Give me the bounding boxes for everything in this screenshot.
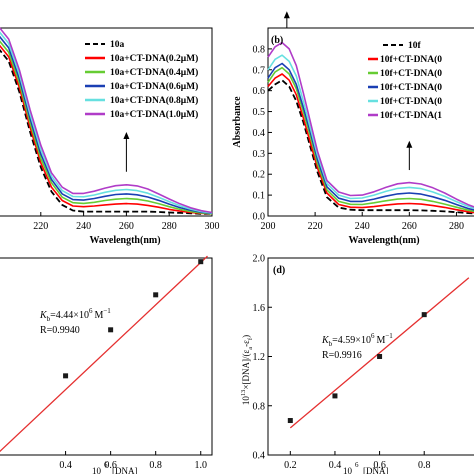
panel-d-frame bbox=[267, 257, 474, 456]
panel-a-series-3 bbox=[0, 35, 213, 215]
legend-a-label-5: 10a+CT-DNA(1.0μM) bbox=[110, 109, 198, 120]
panel-a-frame bbox=[0, 27, 213, 217]
annotation-c: Kb=4.44×106 M−1 R=0.9940 bbox=[39, 307, 111, 336]
panel-b-ytick-label-4: 0.4 bbox=[253, 128, 266, 139]
legend-a-label-3: 10a+CT-DNA(0.6μM) bbox=[110, 81, 198, 92]
annotation-d-r: R=0.9916 bbox=[322, 350, 362, 361]
panel-a-series-2 bbox=[0, 40, 213, 215]
svg-text:10: 10 bbox=[92, 466, 102, 474]
panel-b-series-4 bbox=[267, 54, 474, 210]
panel-d-xtick-label-3: 0.8 bbox=[418, 460, 431, 471]
panel-d-point-3 bbox=[421, 312, 427, 318]
panel-a-xtick-label-2: 260 bbox=[119, 221, 134, 232]
legend-a-label-0: 10a bbox=[110, 40, 125, 50]
panel-a-series-1 bbox=[0, 44, 213, 215]
cut-xlabel-c: 106 [DNA] bbox=[92, 461, 138, 474]
panel-d-ytick-label-1: 0.8 bbox=[253, 401, 266, 412]
annotation-d: Kb=4.59×106 M−1 R=0.9916 bbox=[321, 332, 393, 361]
legend-b-label-1: 10f+CT-DNA(0 bbox=[380, 54, 442, 65]
panel-b-frame bbox=[267, 27, 474, 217]
legend-b: 10f 10f+CT-DNA(0 10f+CT-DNA(0 10f+CT-DNA… bbox=[368, 41, 442, 121]
panel-d-fit-line bbox=[289, 277, 470, 429]
legend-b-label-3: 10f+CT-DNA(0 bbox=[380, 82, 442, 93]
panel-b-xtick-label-1: 220 bbox=[308, 221, 323, 232]
panel-c-point-3 bbox=[198, 259, 204, 265]
legend-b-label-0: 10f bbox=[408, 41, 422, 51]
panel-a-xlabel: Wavelength(nm) bbox=[89, 235, 160, 246]
panel-a-uv-spectra-10a: 220 240 260 280 300 Wavelength(nm) bbox=[0, 27, 220, 246]
legend-b-label-4: 10f+CT-DNA(0 bbox=[380, 96, 442, 107]
panel-c-xtick-label-0: 0.4 bbox=[59, 460, 72, 471]
annotation-c-r: R=0.9940 bbox=[40, 325, 80, 336]
svg-text:[DNA]: [DNA] bbox=[363, 466, 389, 474]
panel-a-xtick-label-1: 240 bbox=[76, 221, 91, 232]
panel-b-xtick-label-2: 240 bbox=[355, 221, 370, 232]
panel-b-uv-spectra-10f: 200 220 240 260 280 0.0 0.1 0.2 0.3 0.4 0.5 0.6 0.7 0… bbox=[232, 11, 474, 246]
panel-label-d: (d) bbox=[273, 265, 285, 276]
panel-c-fit-line bbox=[0, 255, 208, 453]
panel-b-xtick-label-3: 260 bbox=[402, 221, 417, 232]
panel-b-ylabel: Absorbance bbox=[232, 96, 243, 148]
panel-d-xtick-label-2: 0.6 bbox=[373, 460, 386, 471]
panel-b-series-3 bbox=[267, 62, 474, 211]
legend-b-label-2: 10f+CT-DNA(0 bbox=[380, 68, 442, 79]
legend-a-label-1: 10a+CT-DNA(0.2μM) bbox=[110, 53, 198, 64]
panel-a-series-5 bbox=[0, 27, 213, 214]
panel-a-xtick-label-0: 220 bbox=[33, 221, 48, 232]
panel-d-ytick-label-3: 1.6 bbox=[253, 303, 266, 314]
panel-c-point-1 bbox=[108, 327, 114, 333]
panel-c-xtick-label-2: 0.8 bbox=[149, 460, 162, 471]
panel-c-xtick-label-1: 0.6 bbox=[104, 460, 117, 471]
panel-c-frame bbox=[0, 257, 213, 456]
panel-b-xlabel: Wavelength(nm) bbox=[348, 235, 419, 246]
panel-a-series-0 bbox=[0, 48, 212, 215]
legend-a: 10a 10a+CT-DNA(0.2μM) 10a+CT-DNA(0.4μM) … bbox=[85, 40, 198, 120]
panel-d-binding-plot-10f: 0.2 0.4 0.6 0.8 0.4 0.8 1.2 1.6 2.0 bbox=[253, 254, 474, 471]
panel-b-ytick-label-1: 0.1 bbox=[253, 191, 266, 202]
panel-d-point-1 bbox=[332, 393, 338, 399]
legend-b-label-5: 10f+CT-DNA(1 bbox=[380, 110, 442, 121]
panel-d-ytick-label-4: 2.0 bbox=[253, 254, 266, 265]
panel-b-ytick-label-7: 0.7 bbox=[253, 65, 266, 76]
panel-b-ytick-label-0: 0.0 bbox=[253, 212, 266, 223]
legend-a-label-4: 10a+CT-DNA(0.8μM) bbox=[110, 95, 198, 106]
panel-a-xtick-label-4: 300 bbox=[205, 221, 220, 232]
panel-c-point-2 bbox=[153, 292, 159, 298]
panel-b-ytick-label-3: 0.3 bbox=[253, 149, 266, 160]
panel-a-series-4 bbox=[0, 31, 213, 214]
svg-text:6: 6 bbox=[104, 461, 108, 469]
panel-b-series-2 bbox=[267, 66, 474, 213]
panel-d-point-0 bbox=[287, 418, 293, 424]
panel-a-xtick-label-3: 280 bbox=[162, 221, 177, 232]
panel-d-point-2 bbox=[377, 354, 383, 359]
panel-b-arrowhead-0 bbox=[283, 11, 290, 19]
panel-b-arrowhead-1 bbox=[406, 140, 413, 148]
panel-c-xtick-label-3: 1.0 bbox=[194, 460, 207, 471]
panel-label-b: (b) bbox=[271, 35, 283, 46]
panel-b-series-5 bbox=[267, 41, 474, 208]
svg-text:6: 6 bbox=[355, 461, 359, 469]
panel-b-ytick-label-6: 0.6 bbox=[253, 86, 266, 97]
panel-d-xtick-label-1: 0.4 bbox=[329, 460, 342, 471]
panel-d-xtick-label-0: 0.2 bbox=[284, 460, 297, 471]
panel-c-point-0 bbox=[63, 373, 69, 379]
svg-text:[DNA]: [DNA] bbox=[112, 466, 138, 474]
svg-text:10: 10 bbox=[343, 466, 353, 474]
panel-b-series-1 bbox=[267, 73, 474, 214]
cut-xlabel-d: 106 [DNA] bbox=[343, 461, 389, 474]
panel-b-ytick-label-8: 0.8 bbox=[253, 44, 266, 55]
panel-b-ytick-label-5: 0.5 bbox=[253, 107, 266, 118]
panel-d-ytick-label-2: 1.2 bbox=[253, 352, 266, 363]
panel-b-xtick-label-0: 200 bbox=[261, 221, 276, 232]
panel-c-binding-plot-10a: 0.4 0.6 0.8 1.0 bbox=[0, 255, 213, 471]
panel-a-arrowhead-0 bbox=[123, 131, 130, 139]
panel-b-ytick-label-2: 0.2 bbox=[253, 170, 266, 181]
panel-d-ytick-label-0: 0.4 bbox=[253, 451, 266, 462]
ylabel-d: 1013×[DNA]/(εa-εf) bbox=[240, 335, 254, 405]
legend-a-label-2: 10a+CT-DNA(0.4μM) bbox=[110, 67, 198, 78]
panel-b-xtick-label-4: 280 bbox=[449, 221, 464, 232]
